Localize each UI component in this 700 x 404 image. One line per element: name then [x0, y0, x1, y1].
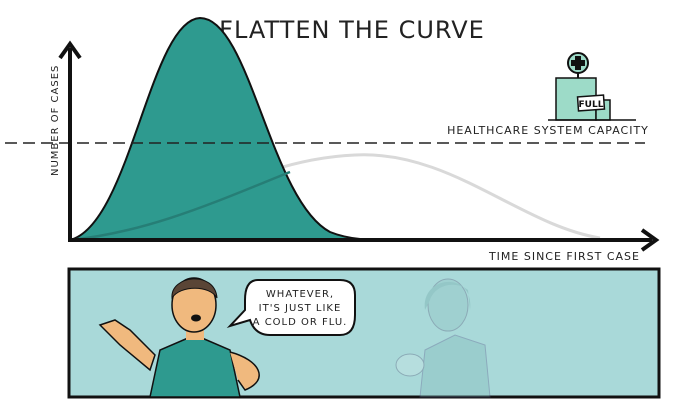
y-axis-label: NUMBER OF CASES — [50, 65, 61, 176]
capacity-label: HEALTHCARE SYSTEM CAPACITY — [447, 124, 649, 137]
axes — [58, 40, 660, 252]
speech-line: IT'S JUST LIKE — [259, 303, 342, 314]
hospital-sign: FULL — [579, 100, 604, 110]
hospital-icon: FULL — [548, 52, 636, 121]
peak-curve — [69, 16, 391, 241]
comic-panel: WHATEVER, IT'S JUST LIKE A COLD OR FLU. — [67, 267, 661, 399]
speech-line: A COLD OR FLU. — [253, 317, 348, 328]
flat-curve-overlay — [69, 170, 291, 242]
speech-line: WHATEVER, — [266, 289, 334, 300]
title: FLATTEN THE CURVE — [219, 16, 485, 44]
x-axis-label: TIME SINCE FIRST CASE — [488, 250, 640, 263]
speech-bubble: WHATEVER, IT'S JUST LIKE A COLD OR FLU. — [226, 279, 356, 336]
man-character — [98, 277, 260, 398]
woman-character — [395, 278, 491, 398]
